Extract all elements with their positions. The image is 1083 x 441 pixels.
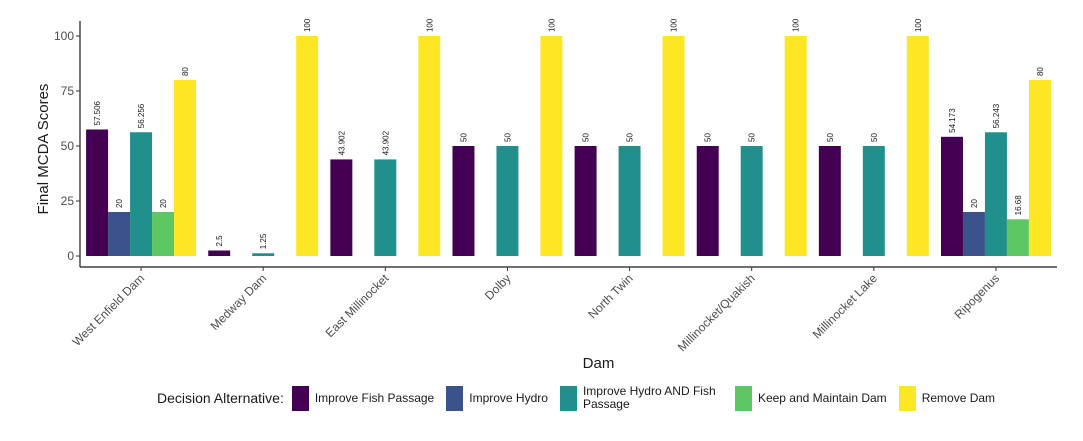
data-label-improve-fish-passage-ripogenus: 54.173 — [948, 108, 957, 133]
y-tick-label: 25 — [61, 194, 75, 208]
data-label-remove-dam-millinocket-lake: 100 — [914, 18, 923, 32]
legend-item-keep-and-maintain-dam: Keep and Maintain Dam — [734, 385, 887, 411]
data-label-improve-hydro-ripogenus: 20 — [970, 199, 979, 208]
y-axis-title: Final MCDA Scores — [35, 84, 52, 215]
x-tick-label-dolby: Dolby — [482, 271, 514, 303]
bar-remove-dam-east-millinocket — [418, 36, 441, 256]
data-label-improve-fish-passage-east-millinocket: 43.902 — [337, 130, 346, 155]
bar-improve-fish-passage-millinocket-lake — [818, 146, 841, 256]
data-label-improve-hydro-and-fish-passage-millinocket-lake: 50 — [870, 133, 879, 142]
bar-remove-dam-dolby — [540, 36, 563, 256]
bar-remove-dam-millinocket-quakish — [784, 36, 807, 256]
bar-improve-fish-passage-dolby — [452, 146, 475, 256]
legend-label-keep-and-maintain-dam: Keep and Maintain Dam — [757, 390, 887, 405]
bar-improve-hydro-and-fish-passage-north-twin — [618, 146, 641, 256]
data-label-remove-dam-medway-dam: 100 — [303, 18, 312, 32]
data-label-improve-hydro-west-enfield-dam: 20 — [115, 199, 124, 208]
x-tick-label-north-twin: North Twin — [585, 271, 635, 321]
legend-label-improve-hydro-and-fish-passage: Improve Hydro AND Fish Passage — [582, 384, 716, 411]
x-tick-label-east-millinocket: East Millinocket — [323, 271, 392, 340]
data-label-remove-dam-millinocket-quakish: 100 — [792, 18, 801, 32]
chart: 0 25 50 75 100 57.506 20 56.256 20 80 West Enfield… — [35, 18, 1057, 372]
y-tick-label: 100 — [54, 29, 74, 43]
y-tick-label: 50 — [61, 139, 75, 153]
legend-swatch-improve-fish-passage — [291, 385, 309, 411]
legend-item-improve-hydro-and-fish-passage: Improve Hydro AND Fish Passage — [559, 384, 723, 411]
x-tick-label-medway-dam: Medway Dam — [208, 271, 270, 333]
x-tick-label-west-enfield-dam: West Enfield Dam — [70, 271, 148, 349]
bar-remove-dam-north-twin — [662, 36, 685, 256]
bar-keep-and-maintain-dam-ripogenus — [1006, 219, 1029, 256]
data-label-improve-hydro-and-fish-passage-east-millinocket: 43.902 — [381, 130, 390, 155]
data-label-improve-fish-passage-millinocket-quakish: 50 — [704, 133, 713, 142]
bar-remove-dam-ripogenus — [1028, 80, 1051, 256]
bar-improve-fish-passage-east-millinocket — [330, 159, 353, 256]
bar-remove-dam-medway-dam — [296, 36, 319, 256]
y-tick-label: 75 — [61, 84, 75, 98]
legend-item-improve-fish-passage: Improve Fish Passage — [291, 385, 435, 411]
x-tick-label-ripogenus: Ripogenus — [952, 271, 1002, 321]
legend-swatch-remove-dam — [898, 385, 916, 411]
bar-improve-fish-passage-medway-dam — [208, 250, 231, 256]
data-label-improve-hydro-and-fish-passage-west-enfield-dam: 56.256 — [137, 103, 146, 128]
bar-improve-hydro-and-fish-passage-east-millinocket — [374, 159, 397, 256]
data-label-improve-fish-passage-millinocket-lake: 50 — [826, 133, 835, 142]
legend-label-improve-hydro: Improve Hydro — [469, 390, 548, 405]
data-label-remove-dam-west-enfield-dam: 80 — [181, 67, 190, 76]
data-label-keep-and-maintain-dam-west-enfield-dam: 20 — [159, 199, 168, 208]
data-label-remove-dam-dolby: 100 — [547, 18, 556, 32]
bar-improve-hydro-and-fish-passage-millinocket-lake — [862, 146, 885, 256]
legend-item-remove-dam: Remove Dam — [898, 385, 996, 411]
data-label-improve-hydro-and-fish-passage-medway-dam: 1.25 — [259, 233, 268, 249]
legend-label-improve-fish-passage: Improve Fish Passage — [314, 390, 435, 405]
data-label-remove-dam-east-millinocket: 100 — [425, 18, 434, 32]
legend-swatch-improve-hydro — [446, 385, 464, 411]
bar-improve-hydro-west-enfield-dam — [108, 212, 131, 256]
legend-swatch-improve-hydro-and-fish-passage — [559, 385, 577, 411]
x-tick-label-millinocket-lake: Millinocket Lake — [810, 271, 880, 341]
legend: Decision Alternative: Improve Fish Passa… — [157, 383, 1007, 413]
legend-item-improve-hydro: Improve Hydro — [446, 385, 548, 411]
data-label-improve-hydro-and-fish-passage-north-twin: 50 — [626, 133, 635, 142]
data-label-keep-and-maintain-dam-ripogenus: 16.68 — [1014, 195, 1023, 216]
bar-keep-and-maintain-dam-west-enfield-dam — [152, 212, 175, 256]
data-label-improve-hydro-and-fish-passage-millinocket-quakish: 50 — [748, 133, 757, 142]
data-label-improve-fish-passage-medway-dam: 2.5 — [215, 235, 224, 247]
legend-title: Decision Alternative: — [157, 390, 284, 406]
x-tick-label-millinocket-quakish: Millinocket/Quakish — [675, 271, 758, 354]
bar-improve-hydro-and-fish-passage-west-enfield-dam — [130, 132, 153, 256]
x-axis-title: Dam — [583, 355, 615, 372]
bar-remove-dam-millinocket-lake — [906, 36, 929, 256]
bar-improve-hydro-and-fish-passage-ripogenus — [984, 132, 1007, 256]
legend-swatch-keep-and-maintain-dam — [734, 385, 752, 411]
data-label-improve-hydro-and-fish-passage-ripogenus: 56.243 — [992, 103, 1001, 128]
legend-label-remove-dam: Remove Dam — [921, 390, 996, 405]
bar-improve-fish-passage-millinocket-quakish — [696, 146, 719, 256]
data-label-improve-fish-passage-dolby: 50 — [459, 133, 468, 142]
data-label-improve-hydro-and-fish-passage-dolby: 50 — [503, 133, 512, 142]
data-label-remove-dam-ripogenus: 80 — [1036, 67, 1045, 76]
data-label-remove-dam-north-twin: 100 — [670, 18, 679, 32]
data-label-improve-fish-passage-north-twin: 50 — [582, 133, 591, 142]
bar-improve-hydro-ripogenus — [962, 212, 985, 256]
bar-improve-fish-passage-north-twin — [574, 146, 597, 256]
y-tick-label: 0 — [67, 249, 74, 263]
bar-improve-fish-passage-ripogenus — [940, 136, 963, 256]
bar-improve-fish-passage-west-enfield-dam — [86, 129, 109, 256]
bar-improve-hydro-and-fish-passage-millinocket-quakish — [740, 146, 763, 256]
bar-improve-hydro-and-fish-passage-dolby — [496, 146, 519, 256]
bar-remove-dam-west-enfield-dam — [174, 80, 197, 256]
bar-improve-hydro-and-fish-passage-medway-dam — [252, 253, 275, 256]
data-label-improve-fish-passage-west-enfield-dam: 57.506 — [93, 100, 102, 125]
